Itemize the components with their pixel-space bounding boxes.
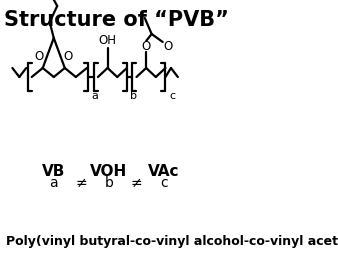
Text: O: O (64, 50, 73, 63)
Text: c: c (169, 91, 175, 101)
Text: b: b (104, 176, 113, 190)
Text: OH: OH (99, 34, 117, 46)
Text: O: O (142, 40, 151, 52)
Text: VAc: VAc (148, 163, 180, 178)
Text: c: c (160, 176, 168, 190)
Text: ≠: ≠ (75, 176, 87, 190)
Text: a: a (49, 176, 58, 190)
Text: O: O (164, 40, 173, 52)
Text: a: a (92, 91, 99, 101)
Text: Poly(vinyl butyral-co-vinyl alcohol-co-vinyl acetate): Poly(vinyl butyral-co-vinyl alcohol-co-v… (5, 235, 338, 248)
Text: Structure of “PVB”: Structure of “PVB” (4, 10, 229, 30)
Text: b: b (130, 91, 137, 101)
Text: ≠: ≠ (131, 176, 142, 190)
Text: VOH: VOH (90, 163, 127, 178)
Text: VB: VB (42, 163, 66, 178)
Text: O: O (35, 50, 44, 63)
